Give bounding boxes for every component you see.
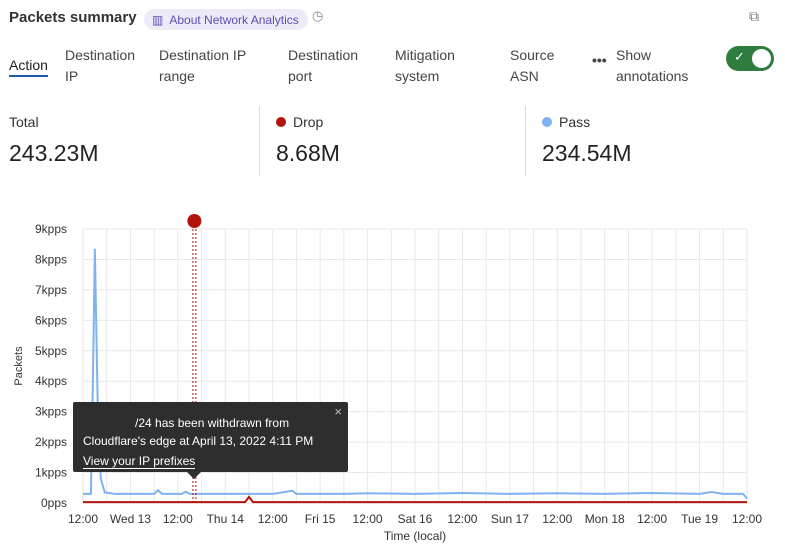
x-tick-label: 12:00: [353, 512, 383, 526]
x-axis-label: Time (local): [384, 529, 446, 543]
stat-total: Total 243.23M: [9, 114, 99, 166]
x-tick-label: Sat 16: [398, 512, 433, 526]
tooltip-line1: /24 has been withdrawn from: [135, 416, 290, 430]
y-tick-label: 8kpps: [35, 252, 67, 266]
x-tick-label: 12:00: [68, 512, 98, 526]
y-tick-label: 3kpps: [35, 405, 67, 419]
y-tick-label: 9kpps: [35, 222, 67, 236]
view-ip-prefixes-link[interactable]: View your IP prefixes: [83, 454, 196, 469]
y-tick-label: 0pps: [41, 496, 67, 510]
tab-source-asn[interactable]: Source ASN: [510, 47, 555, 84]
y-tick-label: 4kpps: [35, 374, 67, 388]
more-tabs-button[interactable]: •••: [592, 52, 607, 68]
check-icon: ✓: [734, 49, 745, 64]
x-tick-label: Sun 17: [491, 512, 529, 526]
stat-pass: Pass 234.54M: [542, 114, 632, 166]
tab-destination-ip[interactable]: Destination IP: [65, 47, 136, 84]
show-annotations-toggle[interactable]: ✓: [726, 46, 774, 71]
y-tick-label: 1kpps: [35, 466, 67, 480]
y-tick-label: 2kpps: [35, 435, 67, 449]
x-tick-label: 12:00: [258, 512, 288, 526]
book-icon: ▥: [152, 12, 164, 27]
drop-legend-dot: [276, 117, 286, 127]
close-icon[interactable]: ×: [334, 404, 342, 419]
x-tick-label: 12:00: [447, 512, 477, 526]
annotation-marker-dot[interactable]: [187, 214, 202, 228]
y-axis-label: Packets: [13, 346, 25, 386]
x-tick-label: Mon 18: [585, 512, 625, 526]
y-tick-label: 5kpps: [35, 344, 67, 358]
clock-icon[interactable]: ◷: [312, 8, 324, 23]
drop-series-line: [83, 495, 747, 504]
x-tick-label: 12:00: [163, 512, 193, 526]
page-title: Packets summary: [9, 9, 137, 26]
show-annotations-label: Show annotations: [616, 47, 689, 84]
x-tick-label: 12:00: [542, 512, 572, 526]
tab-destination-port[interactable]: Destination port: [288, 47, 359, 84]
y-tick-label: 6kpps: [35, 313, 67, 327]
about-network-analytics-button[interactable]: ▥ About Network Analytics: [144, 9, 308, 30]
stat-drop: Drop 8.68M: [276, 114, 340, 166]
x-tick-label: Thu 14: [207, 512, 245, 526]
x-tick-label: Fri 15: [305, 512, 336, 526]
y-tick-label: 7kpps: [35, 283, 67, 297]
tab-action[interactable]: Action: [9, 55, 48, 77]
pass-legend-dot: [542, 117, 552, 127]
annotation-tooltip: /24 has been withdrawn from Cloudflare's…: [73, 402, 348, 479]
tab-destination-ip-range[interactable]: Destination IP range: [159, 47, 246, 84]
tab-mitigation-system[interactable]: Mitigation system: [395, 47, 455, 84]
x-tick-label: 12:00: [637, 512, 667, 526]
copy-icon[interactable]: ⧉: [749, 8, 759, 24]
tooltip-line2: Cloudflare's edge at April 13, 2022 4:11…: [83, 434, 314, 448]
x-tick-label: Wed 13: [110, 512, 151, 526]
x-tick-label: 12:00: [732, 512, 762, 526]
x-tick-label: Tue 19: [681, 512, 718, 526]
about-label: About Network Analytics: [169, 12, 299, 27]
